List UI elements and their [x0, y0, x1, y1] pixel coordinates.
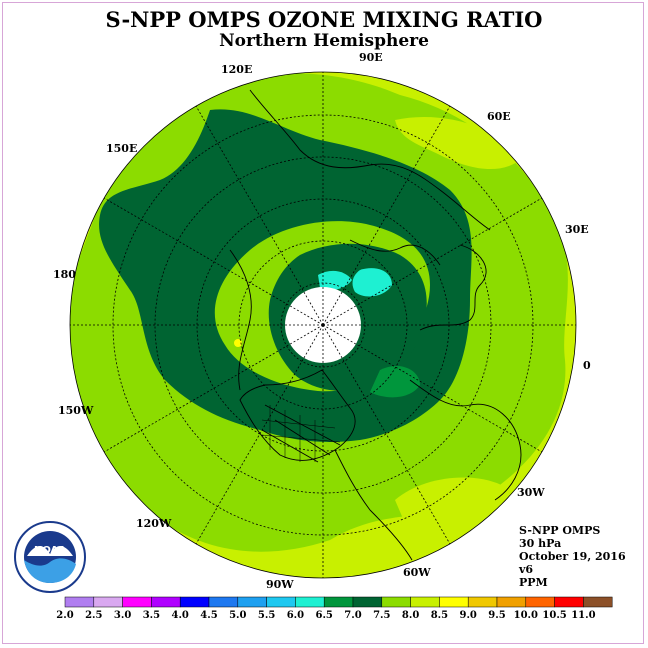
region-cyan — [318, 270, 352, 290]
lon-label-150e: 150E — [106, 142, 138, 155]
colorbar-swatch — [554, 596, 584, 608]
colorbar-swatch — [64, 596, 95, 608]
colorbar-swatch — [208, 596, 239, 608]
state-grid — [261, 405, 341, 462]
colorbar-tick-label: 7.5 — [373, 610, 390, 621]
colorbar-swatch — [439, 596, 469, 608]
colorbar-tick-label: 3.5 — [143, 610, 160, 621]
colorbar-tick-label: 8.0 — [402, 610, 419, 621]
colorbar-swatch — [266, 596, 296, 608]
colorbar-swatch — [381, 596, 411, 608]
info-date: October 19, 2016 — [519, 550, 626, 563]
info-instrument: S-NPP OMPS — [519, 524, 601, 537]
colorbar-tick-label: 10.5 — [542, 610, 566, 621]
colorbar-swatch — [496, 596, 527, 608]
colorbar-swatch — [295, 596, 325, 608]
colorbar-swatch — [237, 596, 267, 608]
colorbar-swatch — [151, 596, 181, 608]
colorbar-swatch — [525, 596, 555, 608]
lon-label-180: 180 — [53, 268, 76, 281]
map-title: S-NPP OMPS OZONE MIXING RATIO — [105, 7, 543, 32]
colorbar-tick-label: 11.0 — [571, 610, 595, 621]
info-version: v6 — [519, 563, 534, 576]
map-subtitle: Northern Hemisphere — [219, 31, 429, 51]
lon-label-90e: 90E — [359, 51, 383, 64]
lon-label-150w: 150W — [58, 404, 94, 417]
colorbar-tick-label: 5.5 — [258, 610, 275, 621]
lon-label-120w: 120W — [136, 517, 172, 530]
colorbar-tick-label: 4.0 — [171, 610, 188, 621]
colorbar-tick-label: 10.0 — [514, 610, 538, 621]
colorbar-swatch — [93, 596, 123, 608]
colorbar-tick-label: 7.0 — [344, 610, 361, 621]
coastlines — [229, 89, 522, 561]
info-units: PPM — [519, 576, 548, 589]
colorbar-tick-label: 4.5 — [200, 610, 217, 621]
colorbar-swatch — [122, 596, 152, 608]
colorbar-tick-label: 8.5 — [431, 610, 448, 621]
colorbar-tick-label: 6.0 — [287, 610, 304, 621]
lon-label-60e: 60E — [487, 110, 511, 123]
colorbar-tick-label: 9.0 — [459, 610, 476, 621]
colorbar-tick-label: 3.0 — [114, 610, 131, 621]
lon-label-90w: 90W — [266, 578, 294, 591]
colorbar-swatch — [179, 596, 210, 608]
noaa-logo-text: NOAA — [34, 545, 66, 556]
colorbar-tick-label: 2.5 — [85, 610, 102, 621]
info-block: S-NPP OMPS 30 hPa October 19, 2016 v6 PP… — [519, 524, 626, 589]
colorbar-tick-label: 6.5 — [315, 610, 332, 621]
lon-label-120e: 120E — [221, 63, 253, 76]
region-outer-intrusion — [395, 116, 520, 170]
colorbar-tick-label: 2.0 — [56, 610, 73, 621]
lon-label-30w: 30W — [517, 486, 545, 499]
region-yellow — [234, 339, 242, 347]
colorbar-swatch — [467, 596, 498, 608]
globe-outline — [69, 71, 577, 579]
info-level: 30 hPa — [519, 537, 562, 550]
colorbar-swatch — [410, 596, 440, 608]
colorbar-swatch — [583, 596, 613, 608]
lon-label-0: 0 — [583, 359, 591, 372]
lon-label-60w: 60W — [403, 566, 431, 579]
lon-label-30e: 30E — [565, 223, 589, 236]
region-cyan — [352, 268, 392, 297]
colorbar-tick-label: 9.5 — [488, 610, 505, 621]
colorbar-tick-label: 5.0 — [229, 610, 246, 621]
colorbar-swatch — [352, 596, 383, 608]
noaa-logo: NOAA — [14, 521, 86, 593]
colorbar-swatch — [323, 596, 354, 608]
